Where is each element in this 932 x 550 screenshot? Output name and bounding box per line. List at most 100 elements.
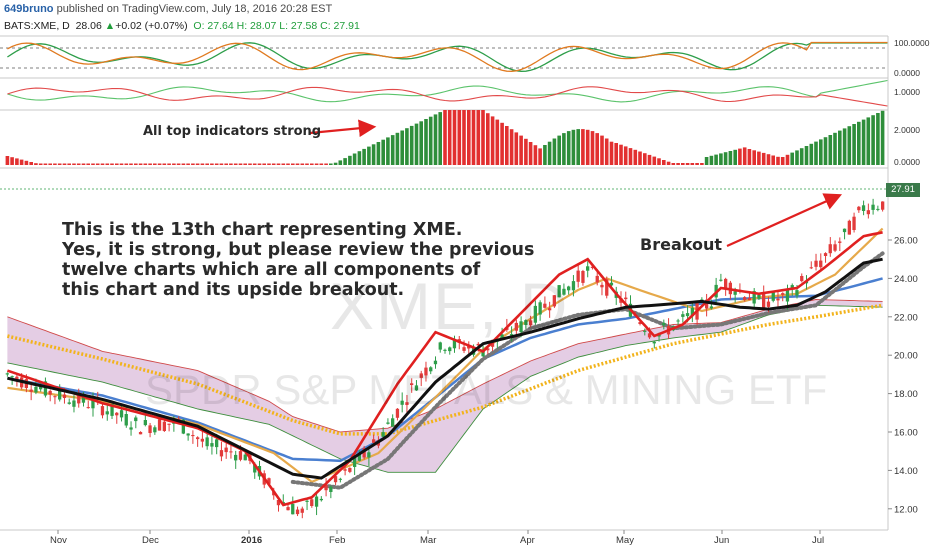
- price-axis-label: 22.00: [894, 312, 918, 323]
- candle-body: [124, 414, 128, 426]
- breakout-annotation: Breakout: [640, 235, 722, 254]
- candle-body: [267, 478, 271, 484]
- histogram-bar: [614, 143, 618, 165]
- candle-body: [866, 210, 870, 215]
- candle-body: [286, 507, 290, 511]
- histogram-bar: [471, 110, 476, 165]
- histogram-bar: [400, 130, 404, 165]
- candle-body: [143, 420, 147, 426]
- histogram-bar: [15, 158, 19, 165]
- candle-body: [785, 290, 790, 302]
- candle-body: [647, 333, 652, 338]
- main-annotation: This is the 13th chart representing XME.…: [62, 220, 535, 300]
- published-text: published on TradingView.com, July 18, 2…: [53, 3, 333, 15]
- histogram-bar: [495, 119, 500, 165]
- histogram-bar: [719, 153, 723, 165]
- candle-body: [600, 284, 604, 288]
- candle-body: [295, 509, 300, 515]
- candle-body: [157, 419, 162, 431]
- high-value: H: 28.07: [236, 20, 277, 32]
- candle-body: [814, 260, 818, 267]
- histogram-bar: [362, 148, 366, 165]
- histogram-bar: [814, 141, 818, 165]
- histogram-bar: [676, 163, 680, 165]
- candle-body: [838, 241, 842, 243]
- histogram-bar: [490, 116, 495, 165]
- histogram-bar: [291, 163, 295, 165]
- histogram-bar: [500, 122, 504, 165]
- candle-body: [234, 454, 238, 461]
- histogram-bar: [162, 163, 167, 165]
- candle-body: [181, 419, 185, 434]
- candle-body: [48, 390, 52, 395]
- candle-body: [138, 432, 143, 435]
- candle-body: [243, 454, 247, 461]
- histogram-bar: [72, 163, 76, 165]
- histogram-bar: [547, 141, 552, 165]
- histogram-bar: [276, 163, 281, 165]
- histogram-bar: [214, 163, 219, 165]
- time-axis-label: May: [616, 535, 634, 546]
- histogram-bar: [86, 163, 90, 165]
- candle-body: [676, 320, 680, 322]
- indicator-axis-label: 100.0000: [894, 38, 930, 48]
- time-axis-label: Feb: [329, 535, 345, 546]
- histogram-bar: [143, 163, 148, 165]
- histogram-bar: [657, 158, 661, 165]
- histogram-bar: [790, 152, 794, 165]
- histogram-bar: [871, 115, 875, 165]
- candle-body: [538, 302, 542, 315]
- candle-body: [219, 450, 224, 457]
- candle-body: [53, 396, 57, 398]
- histogram-bar: [248, 163, 252, 165]
- candle-body: [77, 392, 81, 404]
- candle-body: [343, 469, 347, 471]
- symbol-name: BATS:XME, D: [4, 20, 70, 32]
- histogram-bar: [124, 163, 129, 165]
- candle-body: [605, 279, 609, 296]
- candle-body: [747, 297, 752, 301]
- candle-body: [724, 278, 728, 289]
- histogram-bar: [747, 149, 752, 165]
- histogram-bar: [681, 163, 685, 165]
- histogram-bar: [509, 129, 514, 165]
- histogram-bar: [352, 153, 357, 165]
- time-axis-label: Nov: [50, 535, 67, 546]
- candle-body: [719, 279, 723, 281]
- histogram-bar: [876, 113, 880, 165]
- price-axis-label: 12.00: [894, 504, 918, 515]
- candle-body: [486, 348, 490, 351]
- histogram-bar: [695, 163, 699, 165]
- candle-body: [833, 244, 837, 251]
- histogram-bar: [666, 161, 671, 165]
- histogram-bar: [533, 145, 538, 165]
- histogram-bar: [662, 160, 666, 165]
- histogram-bar: [329, 163, 333, 165]
- cloud-upper-line: [7, 299, 883, 433]
- candle-body: [105, 411, 109, 415]
- close-value: C: 27.91: [320, 20, 360, 32]
- publisher-username[interactable]: 649bruno: [4, 3, 54, 15]
- histogram-bar: [110, 163, 114, 165]
- histogram-bar: [262, 163, 266, 165]
- watermark-name: SPDR S&P METALS & MINING ETF: [145, 366, 828, 413]
- candle-body: [81, 395, 86, 403]
- candle-body: [91, 399, 95, 409]
- candle-body: [58, 388, 62, 400]
- histogram-bar: [271, 163, 276, 165]
- candle-body: [357, 453, 361, 461]
- histogram-bar: [761, 152, 766, 165]
- histogram-bar: [428, 116, 433, 165]
- candle-body: [548, 308, 552, 311]
- histogram-bar: [233, 163, 238, 165]
- candle-body: [310, 499, 314, 506]
- histogram-bar: [528, 142, 533, 165]
- histogram-bar: [157, 163, 162, 165]
- candle-body: [253, 464, 257, 473]
- candle-body: [229, 451, 233, 453]
- histogram-bar: [129, 163, 133, 165]
- candle-body: [10, 376, 14, 378]
- histogram-bar: [604, 138, 609, 165]
- candle-body: [609, 282, 614, 286]
- ichimoku-cloud: [7, 299, 883, 473]
